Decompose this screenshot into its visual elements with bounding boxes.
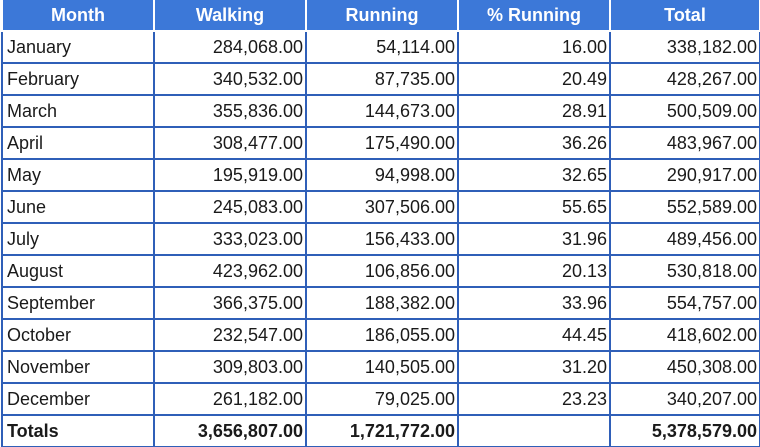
total-cell[interactable]: 428,267.00: [609, 62, 760, 96]
walking-cell[interactable]: 423,962.00: [153, 254, 307, 288]
walking-cell[interactable]: 366,375.00: [153, 286, 307, 320]
total-cell[interactable]: 500,509.00: [609, 94, 760, 128]
running-cell[interactable]: 175,490.00: [305, 126, 459, 160]
month-cell[interactable]: October: [1, 318, 155, 352]
percent-running-cell[interactable]: 20.49: [457, 62, 611, 96]
percent-running-cell[interactable]: 31.96: [457, 222, 611, 256]
running-cell[interactable]: 54,114.00: [305, 30, 459, 64]
month-cell[interactable]: April: [1, 126, 155, 160]
month-cell[interactable]: July: [1, 222, 155, 256]
walking-cell[interactable]: 195,919.00: [153, 158, 307, 192]
month-cell[interactable]: June: [1, 190, 155, 224]
total-cell[interactable]: 483,967.00: [609, 126, 760, 160]
walking-cell[interactable]: 355,836.00: [153, 94, 307, 128]
percent-running-cell[interactable]: 33.96: [457, 286, 611, 320]
total-cell[interactable]: 338,182.00: [609, 30, 760, 64]
totals-label-cell[interactable]: Totals: [1, 414, 155, 447]
running-cell[interactable]: 106,856.00: [305, 254, 459, 288]
percent-running-cell[interactable]: 28.91: [457, 94, 611, 128]
totals-row: Totals 3,656,807.00 1,721,772.00 5,378,5…: [1, 414, 760, 447]
running-cell[interactable]: 307,506.00: [305, 190, 459, 224]
total-cell[interactable]: 290,917.00: [609, 158, 760, 192]
total-cell[interactable]: 552,589.00: [609, 190, 760, 224]
percent-running-cell[interactable]: 31.20: [457, 350, 611, 384]
table-row: December 261,182.00 79,025.00 23.23 340,207.…: [1, 382, 760, 416]
table-row: July 333,023.00 156,433.00 31.96 489,456.00: [1, 222, 760, 256]
header-running[interactable]: Running: [305, 0, 459, 32]
month-cell[interactable]: January: [1, 30, 155, 64]
table-row: September 366,375.00 188,382.00 33.96 554,75…: [1, 286, 760, 320]
table-row: June 245,083.00 307,506.00 55.65 552,589.00: [1, 190, 760, 224]
table-row: January 284,068.00 54,114.00 16.00 338,182.0…: [1, 30, 760, 64]
month-cell[interactable]: November: [1, 350, 155, 384]
table-row: February 340,532.00 87,735.00 20.49 428,267.…: [1, 62, 760, 96]
header-percent-running[interactable]: % Running: [457, 0, 611, 32]
totals-running-cell[interactable]: 1,721,772.00: [305, 414, 459, 447]
running-cell[interactable]: 87,735.00: [305, 62, 459, 96]
walking-cell[interactable]: 261,182.00: [153, 382, 307, 416]
month-cell[interactable]: February: [1, 62, 155, 96]
month-cell[interactable]: September: [1, 286, 155, 320]
table-row: November 309,803.00 140,505.00 31.20 450,308…: [1, 350, 760, 384]
percent-running-cell[interactable]: 32.65: [457, 158, 611, 192]
totals-walking-cell[interactable]: 3,656,807.00: [153, 414, 307, 447]
running-cell[interactable]: 140,505.00: [305, 350, 459, 384]
running-cell[interactable]: 144,673.00: [305, 94, 459, 128]
walking-cell[interactable]: 308,477.00: [153, 126, 307, 160]
header-walking[interactable]: Walking: [153, 0, 307, 32]
percent-running-cell[interactable]: 55.65: [457, 190, 611, 224]
walking-cell[interactable]: 232,547.00: [153, 318, 307, 352]
walking-cell[interactable]: 245,083.00: [153, 190, 307, 224]
total-cell[interactable]: 418,602.00: [609, 318, 760, 352]
running-cell[interactable]: 188,382.00: [305, 286, 459, 320]
total-cell[interactable]: 450,308.00: [609, 350, 760, 384]
total-cell[interactable]: 489,456.00: [609, 222, 760, 256]
month-cell[interactable]: March: [1, 94, 155, 128]
total-cell[interactable]: 530,818.00: [609, 254, 760, 288]
header-row: Month Walking Running % Running Total: [1, 0, 760, 32]
table-row: May 195,919.00 94,998.00 32.65 290,917.00: [1, 158, 760, 192]
percent-running-cell[interactable]: 36.26: [457, 126, 611, 160]
total-cell[interactable]: 340,207.00: [609, 382, 760, 416]
month-cell[interactable]: December: [1, 382, 155, 416]
percent-running-cell[interactable]: 23.23: [457, 382, 611, 416]
walking-cell[interactable]: 309,803.00: [153, 350, 307, 384]
totals-total-cell[interactable]: 5,378,579.00: [609, 414, 760, 447]
running-cell[interactable]: 156,433.00: [305, 222, 459, 256]
running-cell[interactable]: 186,055.00: [305, 318, 459, 352]
month-cell[interactable]: May: [1, 158, 155, 192]
table-row: March 355,836.00 144,673.00 28.91 500,509.00: [1, 94, 760, 128]
percent-running-cell[interactable]: 16.00: [457, 30, 611, 64]
total-cell[interactable]: 554,757.00: [609, 286, 760, 320]
header-month[interactable]: Month: [1, 0, 155, 32]
running-cell[interactable]: 94,998.00: [305, 158, 459, 192]
running-cell[interactable]: 79,025.00: [305, 382, 459, 416]
walking-cell[interactable]: 333,023.00: [153, 222, 307, 256]
totals-percent-cell[interactable]: [457, 414, 611, 447]
percent-running-cell[interactable]: 20.13: [457, 254, 611, 288]
table-row: April 308,477.00 175,490.00 36.26 483,967.00: [1, 126, 760, 160]
table-row: August 423,962.00 106,856.00 20.13 530,818.0…: [1, 254, 760, 288]
month-cell[interactable]: August: [1, 254, 155, 288]
walking-cell[interactable]: 340,532.00: [153, 62, 307, 96]
walking-cell[interactable]: 284,068.00: [153, 30, 307, 64]
header-total[interactable]: Total: [609, 0, 760, 32]
percent-running-cell[interactable]: 44.45: [457, 318, 611, 352]
table-row: October 232,547.00 186,055.00 44.45 418,602.…: [1, 318, 760, 352]
